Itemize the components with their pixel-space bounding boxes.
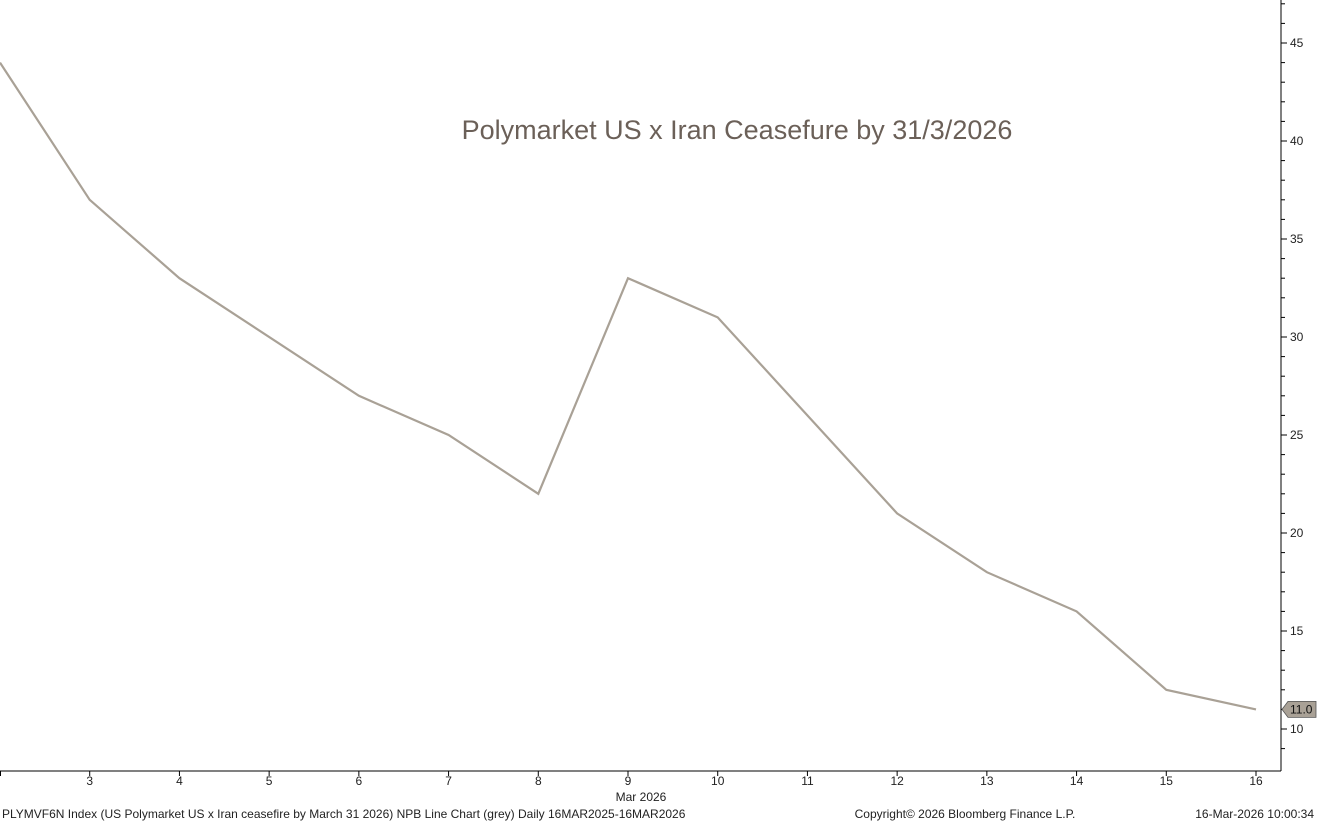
x-tick-label: 4 [176, 774, 183, 788]
x-tick-label: 7 [445, 774, 452, 788]
y-tick-label: 45 [1290, 36, 1304, 50]
x-axis-ticks: 3 4 5 6 7 8 9 10 11 12 13 14 15 16 [0, 771, 1263, 788]
x-tick-label: 11 [801, 774, 814, 788]
last-value-marker [1281, 701, 1317, 718]
y-tick-label: 20 [1290, 526, 1304, 540]
x-tick-label: 12 [890, 774, 904, 788]
last-value-label: 11.0 [1290, 702, 1313, 716]
x-tick-label: 13 [980, 774, 994, 788]
x-tick-label: 9 [625, 774, 632, 788]
y-tick-label: 15 [1290, 624, 1304, 638]
chart-title: Polymarket US x Iran Ceasefure by 31/3/2… [462, 115, 1013, 145]
x-tick-label: 10 [711, 774, 725, 788]
last-value-badge: 11.0 [1281, 701, 1317, 718]
x-tick-label: 6 [356, 774, 363, 788]
x-period-label: Mar 2026 [616, 790, 667, 804]
x-tick-label: 5 [266, 774, 273, 788]
x-tick-label: 3 [86, 774, 93, 788]
y-tick-label: 25 [1290, 428, 1304, 442]
y-tick-label: 40 [1290, 134, 1304, 148]
y-tick-label: 35 [1290, 232, 1304, 246]
footer-description: PLYMVF6N Index (US Polymarket US x Iran … [2, 807, 686, 821]
plot-area [0, 61, 1257, 711]
y-tick-label: 10 [1290, 722, 1304, 736]
x-tick-label: 15 [1160, 774, 1174, 788]
x-tick-label: 16 [1249, 774, 1263, 788]
y-tick-label: 30 [1290, 330, 1304, 344]
footer-copyright: Copyright© 2026 Bloomberg Finance L.P. [855, 807, 1076, 821]
series-line [0, 61, 1257, 711]
y-axis-ticks: 10 15 20 25 30 35 40 45 [1281, 3, 1304, 750]
x-tick-label: 8 [535, 774, 542, 788]
footer-timestamp: 16-Mar-2026 10:00:34 [1195, 807, 1314, 821]
x-tick-label: 14 [1070, 774, 1084, 788]
